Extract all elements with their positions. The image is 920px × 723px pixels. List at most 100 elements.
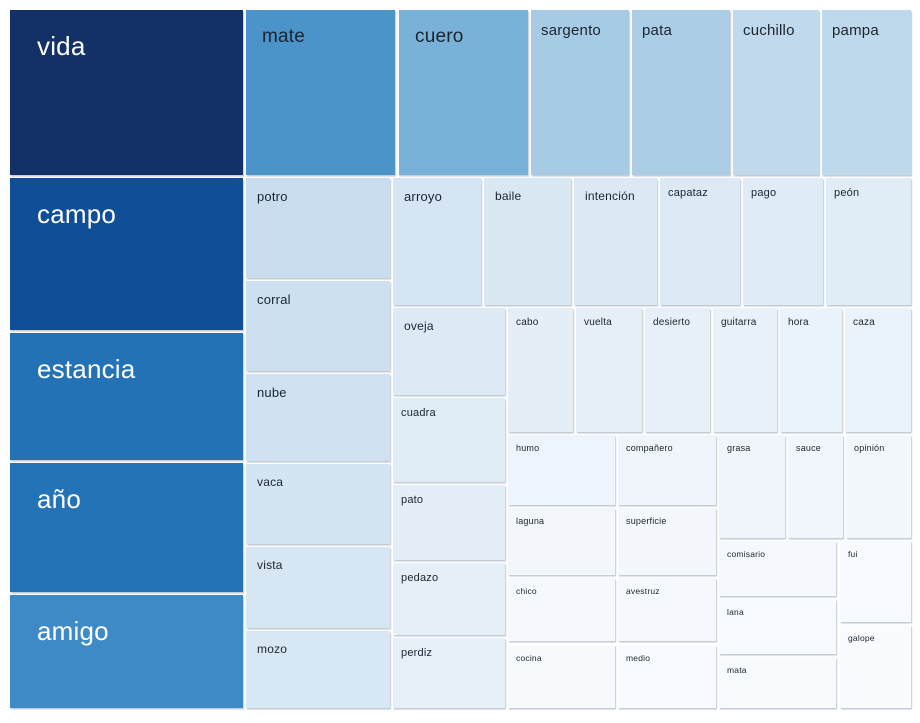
treemap-cell-label: campo [37, 199, 117, 229]
treemap-cell-label: capataz [668, 187, 708, 199]
treemap-cell-label: avestruz [626, 586, 660, 596]
treemap-cell-vaca[interactable]: vaca [246, 464, 390, 544]
treemap-cell-cabo[interactable]: cabo [508, 308, 573, 432]
treemap-cell-pedazo[interactable]: pedazo [393, 563, 505, 635]
treemap-cell-label: sargento [541, 22, 601, 39]
treemap-cell-label: superficie [626, 516, 667, 526]
treemap-cell-label: hora [788, 317, 809, 328]
treemap-cell-label: vuelta [584, 317, 612, 328]
treemap-cell-vuelta[interactable]: vuelta [576, 308, 642, 432]
treemap-cell-label: mata [727, 665, 747, 675]
treemap-cell-label: cuadra [401, 407, 436, 419]
treemap-cell-baile[interactable]: baile [484, 178, 571, 305]
treemap-cell-compañero[interactable]: compañero [618, 435, 716, 505]
treemap-cell-mozo[interactable]: mozo [246, 631, 390, 708]
treemap-cell-fui[interactable]: fui [840, 541, 911, 622]
treemap-cell-cuero[interactable]: cuero [399, 10, 528, 175]
treemap-cell-campo[interactable]: campo [10, 178, 243, 330]
treemap-cell-vida[interactable]: vida [10, 10, 243, 175]
treemap-cell-label: grasa [727, 443, 751, 453]
treemap-cell-label: baile [495, 189, 522, 203]
treemap-cell-potro[interactable]: potro [246, 178, 390, 278]
treemap-cell-label: vida [37, 31, 86, 61]
treemap-cell-caza[interactable]: caza [845, 308, 911, 432]
treemap-cell-pata[interactable]: pata [632, 10, 730, 175]
treemap-cell-estancia[interactable]: estancia [10, 333, 243, 460]
treemap-cell-cuchillo[interactable]: cuchillo [733, 10, 819, 175]
treemap-cell-sauce[interactable]: sauce [788, 435, 843, 538]
treemap-cell-humo[interactable]: humo [508, 435, 615, 505]
treemap-cell-label: pago [751, 187, 777, 199]
treemap-cell-label: comisario [727, 549, 766, 559]
treemap-cell-label: cuero [415, 26, 464, 47]
treemap-cell-comisario[interactable]: comisario [719, 541, 836, 596]
treemap-cell-mate[interactable]: mate [246, 10, 395, 175]
treemap-cell-medio[interactable]: medio [618, 645, 716, 708]
treemap-cell-label: laguna [516, 516, 545, 526]
treemap-cell-label: arroyo [404, 189, 443, 204]
treemap-cell-label: fui [848, 549, 858, 559]
treemap-cell-label: caza [853, 317, 875, 328]
treemap-cell-guitarra[interactable]: guitarra [713, 308, 777, 432]
treemap-cell-grasa[interactable]: grasa [719, 435, 785, 538]
treemap-cell-chico[interactable]: chico [508, 578, 615, 641]
treemap-cell-label: perdiz [401, 647, 433, 659]
treemap-cell-cuadra[interactable]: cuadra [393, 398, 505, 482]
treemap-cell-galope[interactable]: galope [840, 625, 911, 708]
treemap-cell-nube[interactable]: nube [246, 374, 390, 461]
treemap-cell-label: pedazo [401, 572, 439, 584]
treemap-cell-oveja[interactable]: oveja [393, 308, 505, 395]
treemap-cell-label: vaca [257, 475, 284, 489]
treemap-cell-label: sauce [796, 443, 822, 453]
treemap-cell-perdiz[interactable]: perdiz [393, 638, 505, 708]
treemap-cell-capataz[interactable]: capataz [660, 178, 740, 305]
treemap-cell-label: intención [585, 189, 635, 203]
treemap-cell-label: mozo [257, 642, 288, 656]
treemap-cell-label: nube [257, 385, 287, 400]
treemap-cell-mata[interactable]: mata [719, 657, 836, 708]
treemap-cell-intención[interactable]: intención [574, 178, 657, 305]
treemap-cell-cocina[interactable]: cocina [508, 645, 615, 708]
treemap-cell-año[interactable]: año [10, 463, 243, 592]
treemap-cell-label: vista [257, 558, 283, 572]
treemap-cell-label: chico [516, 586, 537, 596]
treemap-cell-laguna[interactable]: laguna [508, 508, 615, 575]
treemap-cell-label: pampa [832, 22, 879, 39]
treemap-cell-label: galope [848, 633, 875, 643]
treemap-cell-peón[interactable]: peón [826, 178, 911, 305]
treemap-cell-superficie[interactable]: superficie [618, 508, 716, 575]
treemap-cell-label: cabo [516, 317, 539, 328]
treemap-cell-label: desierto [653, 317, 691, 328]
treemap-cell-label: humo [516, 443, 540, 453]
treemap-cell-lana[interactable]: lana [719, 599, 836, 654]
treemap-cell-label: potro [257, 189, 288, 204]
treemap-cell-pago[interactable]: pago [743, 178, 823, 305]
treemap-cell-label: compañero [626, 443, 673, 453]
treemap-cell-label: medio [626, 653, 651, 663]
treemap-cell-label: amigo [37, 616, 109, 646]
treemap-cell-label: estancia [37, 354, 136, 384]
treemap-cell-arroyo[interactable]: arroyo [393, 178, 481, 305]
treemap-cell-pato[interactable]: pato [393, 485, 505, 560]
treemap-cell-amigo[interactable]: amigo [10, 595, 243, 708]
treemap-cell-corral[interactable]: corral [246, 281, 390, 371]
treemap-cell-desierto[interactable]: desierto [645, 308, 710, 432]
treemap-cell-pampa[interactable]: pampa [822, 10, 911, 175]
treemap-cell-label: año [37, 484, 81, 514]
treemap-cell-vista[interactable]: vista [246, 547, 390, 628]
treemap-cell-opinión[interactable]: opinión [846, 435, 911, 538]
treemap-cell-label: oveja [404, 319, 434, 333]
treemap-cell-label: mate [262, 26, 306, 47]
treemap-cell-avestruz[interactable]: avestruz [618, 578, 716, 641]
treemap-cell-hora[interactable]: hora [780, 308, 842, 432]
treemap-cell-label: pata [642, 22, 672, 39]
treemap-cell-label: guitarra [721, 317, 757, 328]
treemap-cell-label: cuchillo [743, 22, 795, 39]
treemap-cell-label: corral [257, 292, 291, 307]
treemap-cell-label: cocina [516, 653, 542, 663]
treemap-cell-label: pato [401, 494, 424, 506]
treemap-cell-sargento[interactable]: sargento [531, 10, 629, 175]
treemap-cell-label: peón [834, 187, 860, 199]
treemap-cell-label: lana [727, 607, 744, 617]
